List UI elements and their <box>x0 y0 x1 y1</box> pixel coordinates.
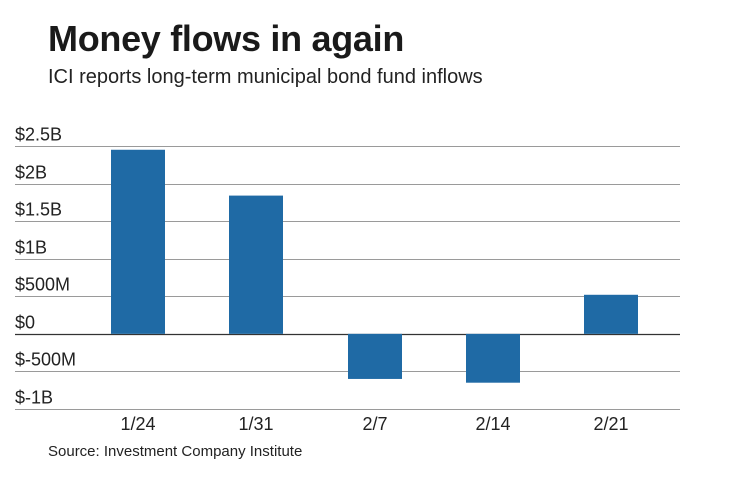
chart-title: Money flows in again <box>48 18 405 59</box>
x-tick-label: 2/7 <box>362 414 387 434</box>
y-tick-label: $1.5B <box>15 200 62 220</box>
x-tick-label: 2/21 <box>593 414 628 434</box>
y-tick-label: $2B <box>15 163 47 183</box>
bar-1-24 <box>111 149 165 334</box>
y-tick-label: $-500M <box>15 350 76 370</box>
chart-subtitle: ICI reports long-term municipal bond fun… <box>48 66 483 88</box>
source-note: Source: Investment Company Institute <box>48 443 303 460</box>
x-axis-ticks: 1/24 1/31 2/7 2/14 2/21 <box>120 414 628 434</box>
bars <box>111 149 638 383</box>
x-tick-label: 1/31 <box>238 414 273 434</box>
y-tick-label: $500M <box>15 275 70 295</box>
y-tick-label: $-1B <box>15 388 53 408</box>
bar-1-31 <box>229 195 283 334</box>
x-tick-label: 1/24 <box>120 414 155 434</box>
x-tick-label: 2/14 <box>475 414 510 434</box>
bar-2-21 <box>584 294 638 334</box>
y-axis-ticks: $2.5B $2B $1.5B $1B $500M $0 $-500M $-1B <box>15 125 76 408</box>
bar-2-7 <box>348 333 402 379</box>
y-tick-label: $0 <box>15 313 35 333</box>
bar-2-14 <box>466 333 520 383</box>
y-tick-label: $2.5B <box>15 125 62 145</box>
y-tick-label: $1B <box>15 238 47 258</box>
